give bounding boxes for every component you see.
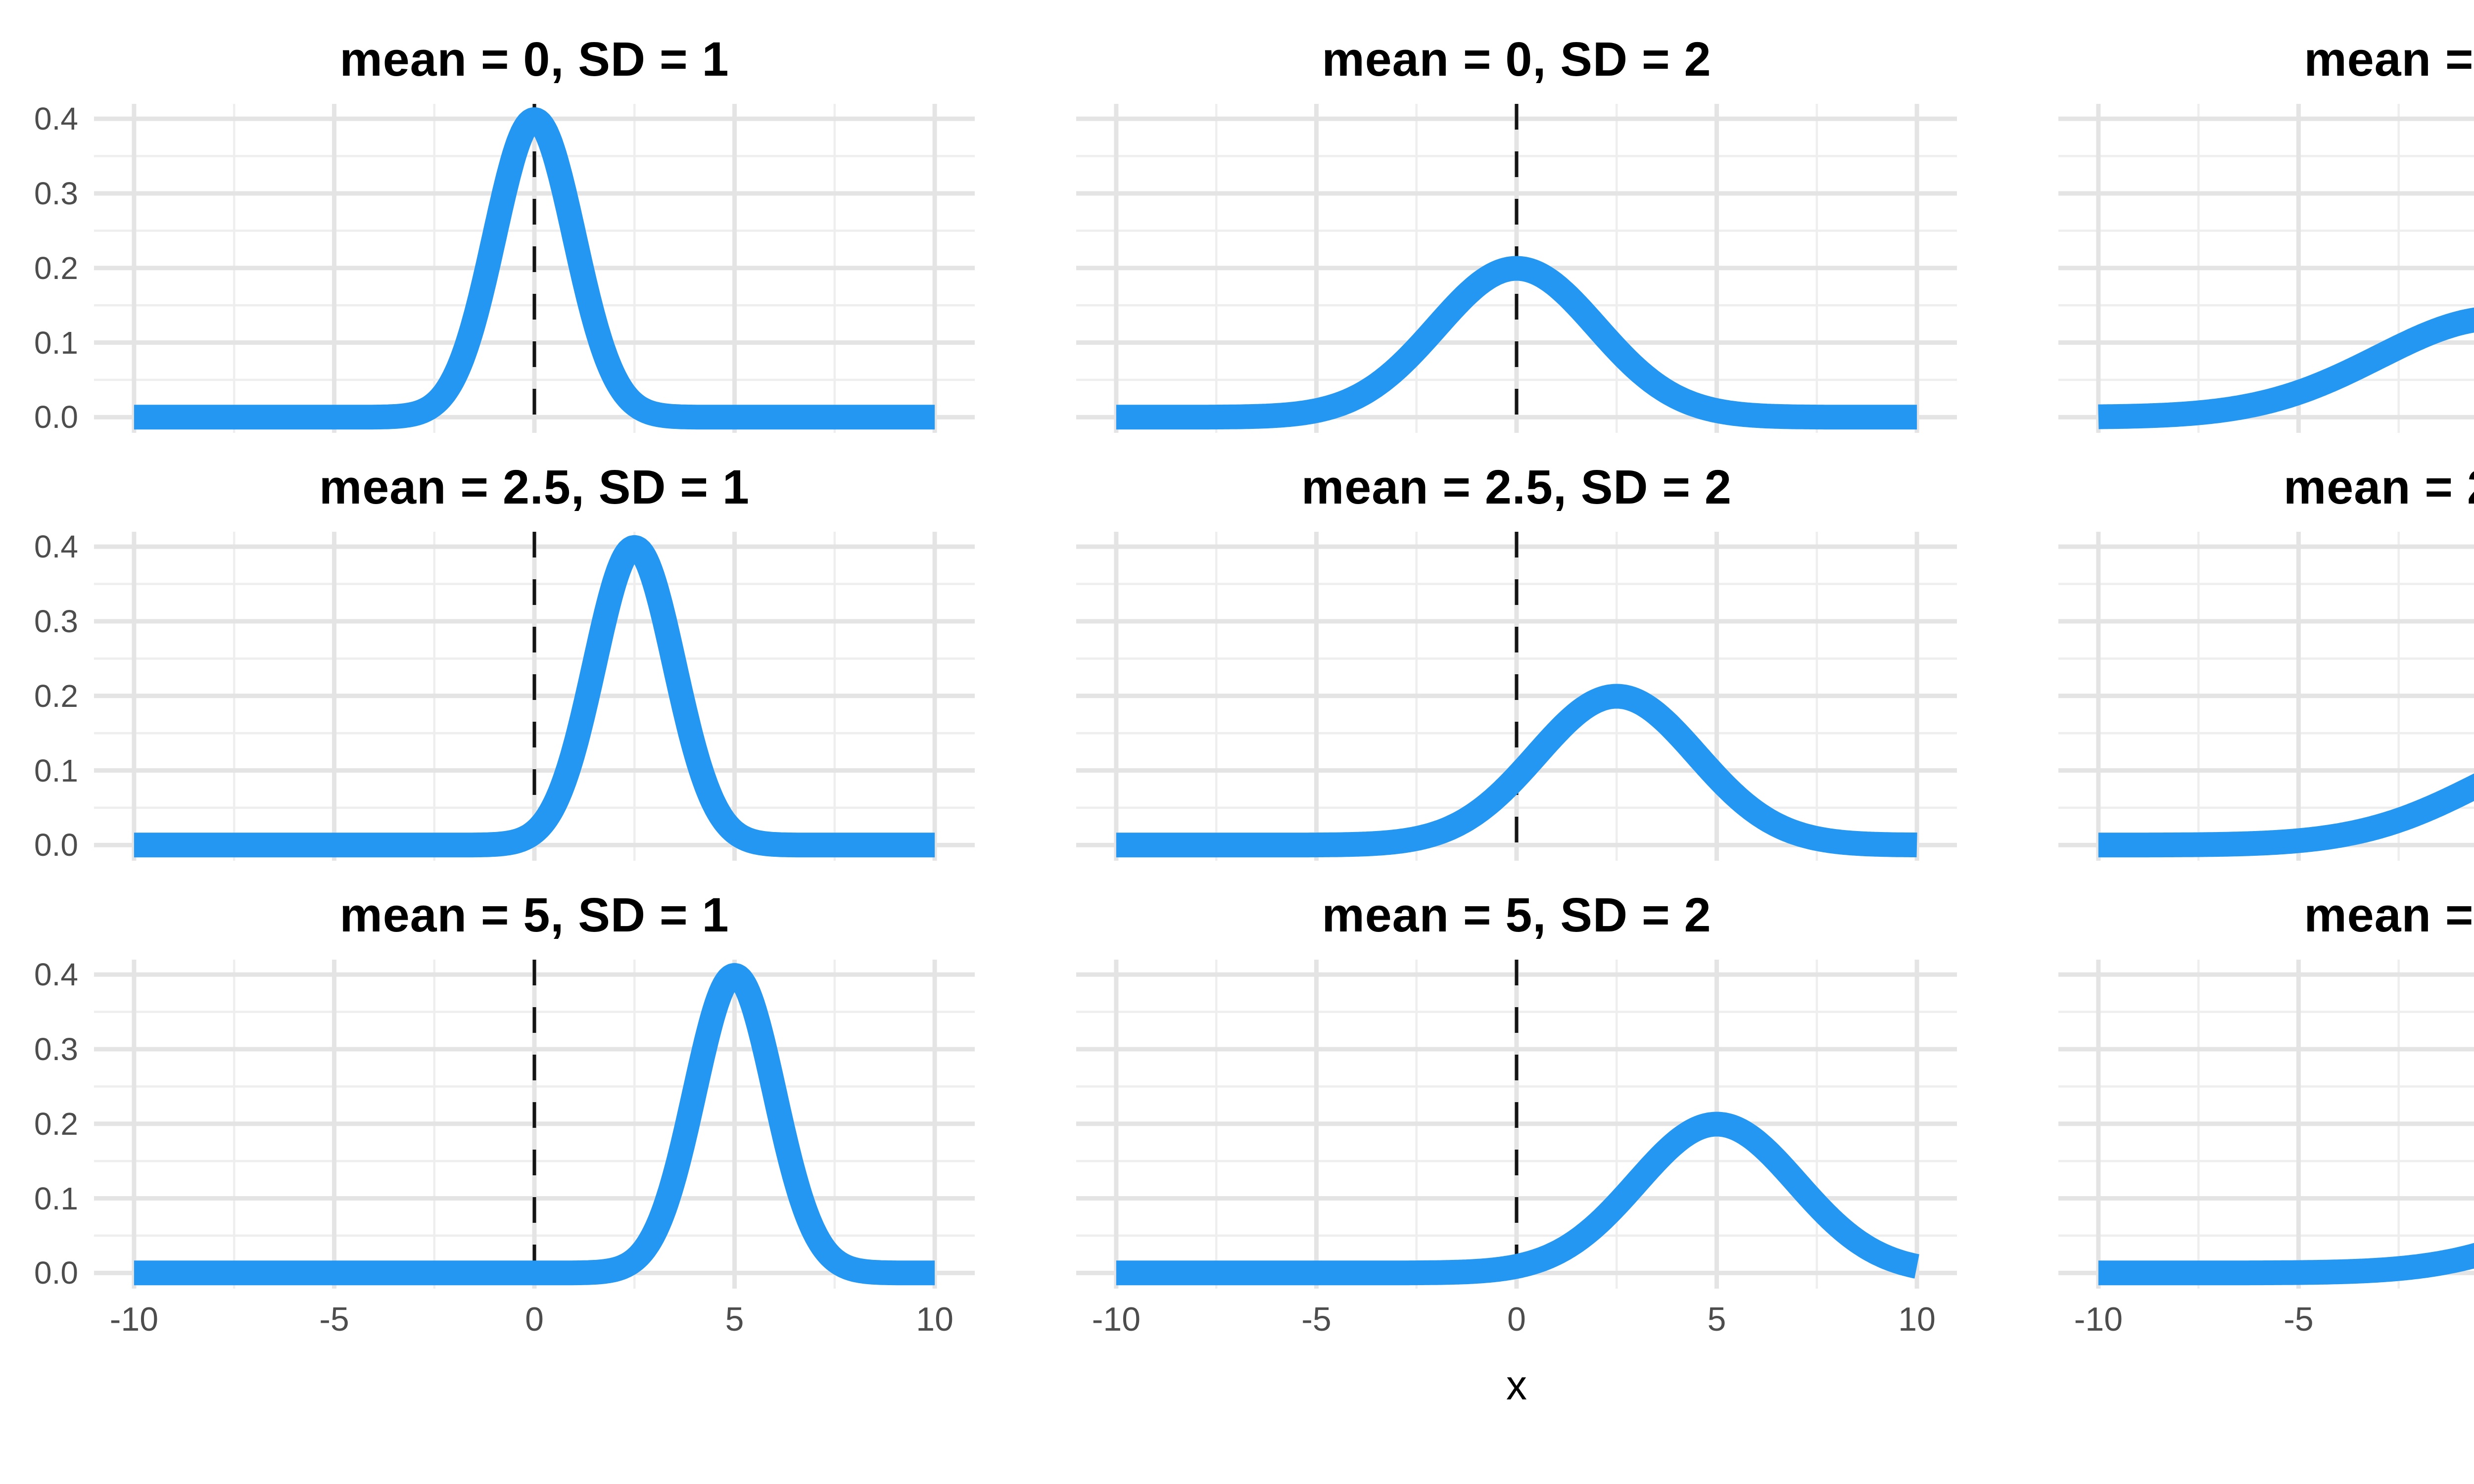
y-tick-label: 0.2	[34, 678, 78, 714]
x-tick-label: -10	[2074, 1300, 2123, 1338]
x-axis-tick-labels: -10 -5 0 5 10	[94, 1289, 975, 1355]
y-tick-label: 0.0	[34, 1255, 78, 1291]
panel-gap	[975, 104, 1076, 433]
panel-gap	[1957, 1289, 2058, 1355]
density-curve	[1106, 684, 1927, 858]
facet-panel	[1076, 532, 1957, 861]
y-tick-label: 0.1	[34, 325, 78, 361]
facet-panel	[94, 104, 975, 433]
title-gutter-spacer	[0, 5, 94, 104]
facet-panel	[2058, 532, 2474, 861]
x-axis-title: x	[1506, 1362, 1527, 1408]
x-tick-label: -5	[1301, 1300, 1332, 1338]
x-tick-label: 10	[1898, 1300, 1936, 1338]
panel-plot-area	[2058, 532, 2474, 861]
y-tick-label: 0.2	[34, 1106, 78, 1142]
y-tick-label: 0.1	[34, 752, 78, 788]
facet-panel	[94, 960, 975, 1289]
y-tick-label: 0.0	[34, 399, 78, 435]
y-tick-label: 0.4	[34, 957, 78, 993]
panel-plot-area	[94, 532, 975, 861]
panel-plot-area	[94, 104, 975, 433]
panel-gap	[1957, 433, 2058, 532]
facet-title: mean = 5, SD = 3	[2304, 888, 2474, 942]
panel-plot-area	[2058, 104, 2474, 433]
x-tick-label: -10	[1092, 1300, 1141, 1338]
panel-plot-area	[1076, 960, 1957, 1289]
panel-gap	[975, 1289, 1076, 1355]
x-tick-label: 0	[525, 1300, 544, 1338]
density-curve	[124, 535, 945, 858]
facet-panel	[2058, 104, 2474, 433]
facet-title: mean = 5, SD = 2	[1322, 888, 1712, 942]
panel-gap	[1957, 5, 2058, 104]
density-curve	[124, 107, 945, 430]
panel-gap	[1957, 960, 2058, 1289]
panel-plot-area	[94, 960, 975, 1289]
panel-gap	[975, 5, 1076, 104]
panel-gap	[975, 960, 1076, 1289]
density-curve	[2088, 1243, 2474, 1286]
x-tick-label: 0	[1507, 1300, 1526, 1338]
y-axis-tick-labels: 0.0 0.1 0.2 0.3 0.4	[0, 957, 94, 1291]
panel-plot-area	[1076, 532, 1957, 861]
x-tick-label: 5	[725, 1300, 744, 1338]
panel-gap	[975, 861, 1076, 960]
facet-panel	[94, 532, 975, 861]
y-tick-label: 0.4	[34, 101, 78, 137]
x-tick-label: -10	[109, 1300, 159, 1338]
facet-title: mean = 2.5, SD = 2	[1301, 460, 1732, 514]
y-tick-label: 0.2	[34, 250, 78, 286]
y-tick-label: 0.0	[34, 827, 78, 863]
x-tick-label: -5	[319, 1300, 349, 1338]
panel-gap	[1957, 861, 2058, 960]
y-tick-label: 0.4	[34, 529, 78, 565]
density-curve	[2088, 307, 2474, 429]
y-tick-label: 0.1	[34, 1180, 78, 1216]
facet-panel	[2058, 960, 2474, 1289]
y-tick-label: 0.3	[34, 603, 78, 639]
y-tick-label: 0.3	[34, 175, 78, 211]
panel-gap	[975, 532, 1076, 861]
density-curve	[1106, 1112, 1927, 1286]
facet-title: mean = 2.5, SD = 3	[2284, 460, 2474, 514]
facet-title: mean = 0, SD = 2	[1322, 32, 1712, 86]
panel-gap	[975, 433, 1076, 532]
facet-panel	[1076, 104, 1957, 433]
y-tick-label: 0.3	[34, 1031, 78, 1067]
facet-title: mean = 0, SD = 1	[339, 32, 729, 86]
y-axis-tick-labels: 0.0 0.1 0.2 0.3 0.4	[0, 529, 94, 863]
panel-plot-area	[2058, 960, 2474, 1289]
xaxis-gutter-spacer	[0, 1289, 94, 1355]
x-tick-label: 5	[1707, 1300, 1726, 1338]
facet-title: mean = 0, SD = 3	[2304, 32, 2474, 86]
density-curve	[1106, 256, 1927, 430]
density-curve	[2088, 773, 2474, 858]
facet-panel	[1076, 960, 1957, 1289]
panel-gap	[1957, 532, 2058, 861]
density-curve	[124, 963, 945, 1286]
x-axis-tick-labels: -10 -5 0 5 10	[1076, 1289, 1957, 1355]
panel-plot-area	[1076, 104, 1957, 433]
title-gutter-spacer	[0, 433, 94, 532]
title-gutter-spacer	[0, 861, 94, 960]
facet-title: mean = 2.5, SD = 1	[319, 460, 750, 514]
panel-gap	[1957, 104, 2058, 433]
x-tick-label: 10	[916, 1300, 953, 1338]
y-axis-tick-labels: 0.0 0.1 0.2 0.3 0.4	[0, 101, 94, 435]
facet-title: mean = 5, SD = 1	[339, 888, 729, 942]
x-tick-label: -5	[2284, 1300, 2314, 1338]
